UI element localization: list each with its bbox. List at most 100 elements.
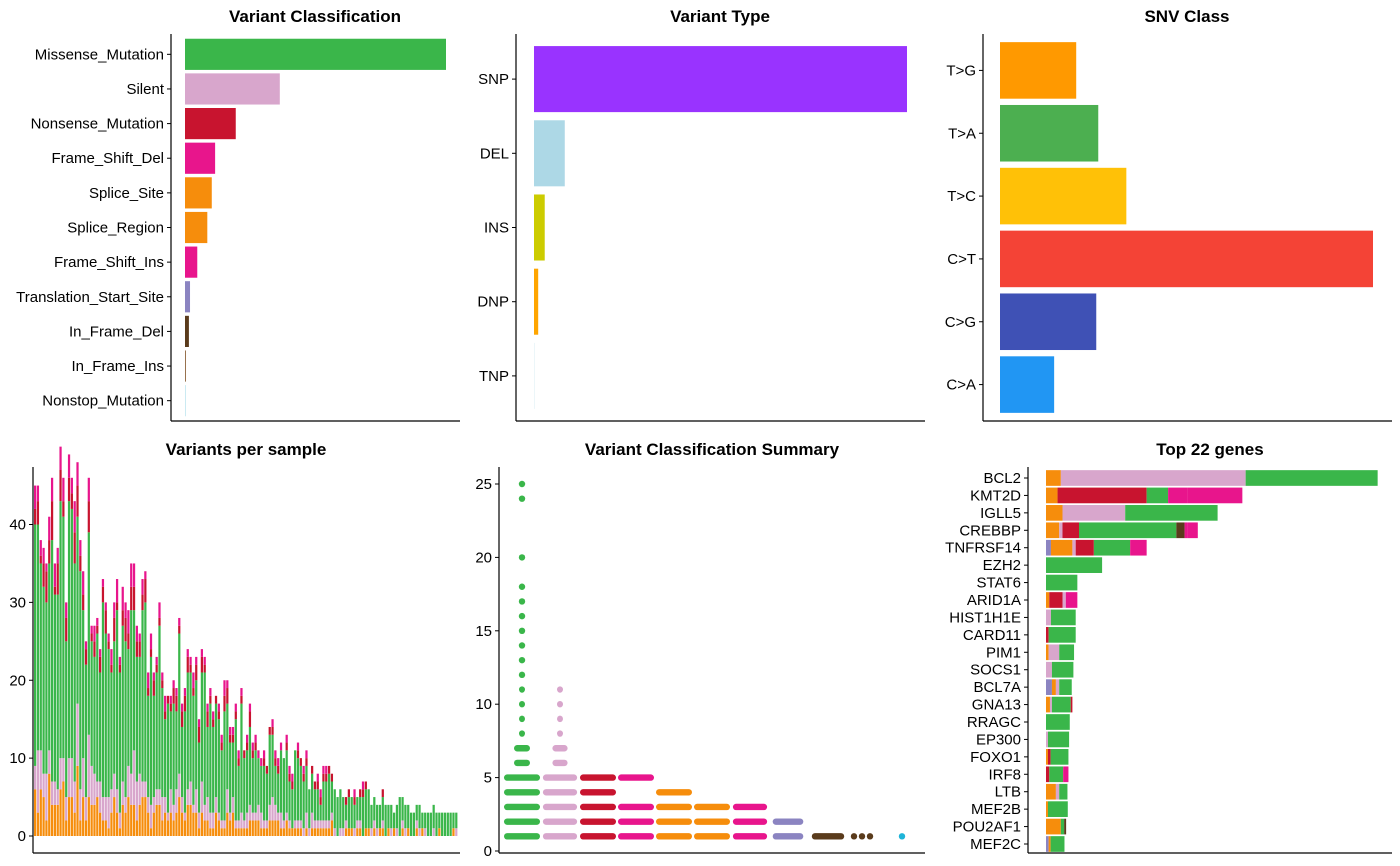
sample-bar-segment	[234, 828, 237, 836]
y-tick-label: 30	[9, 594, 26, 611]
sample-bar-segment	[424, 812, 427, 829]
sample-bar-segment	[418, 804, 421, 829]
category-label-in-frame-del: In_Frame_Del	[69, 323, 164, 340]
sample-bar-segment	[231, 726, 235, 735]
gene-bar-crebbp-frame-shift-ins	[1187, 522, 1198, 539]
sample-bar-segment	[415, 828, 418, 836]
sample-bar-segment	[166, 820, 170, 836]
gene-bar-socs1-silent	[1046, 661, 1052, 678]
sample-bar-segment	[212, 812, 215, 829]
bar-nonstop-mutation	[185, 385, 186, 417]
sample-bar-segment	[65, 797, 68, 821]
gene-label-mef2c: MEF2C	[970, 836, 1021, 853]
sample-bar-segment	[183, 695, 187, 712]
sample-bar-segment	[206, 797, 209, 821]
gene-bar-mef2c-missense-mutation	[1050, 836, 1065, 852]
sample-bar-segment	[93, 625, 96, 642]
sample-bar-segment	[265, 765, 269, 774]
sample-bar-segment	[333, 789, 336, 829]
bar-splice-site	[185, 177, 212, 209]
sample-bar-segment	[79, 540, 82, 556]
sample-bar-segment	[274, 750, 277, 759]
sample-bar-segment	[50, 501, 54, 541]
sample-bar-segment	[344, 797, 348, 805]
bar-in-frame-del	[185, 315, 189, 347]
sample-bar-segment	[288, 828, 291, 836]
sample-bar-segment	[268, 734, 271, 805]
sample-bar-segment	[42, 773, 45, 798]
sample-bar-segment	[56, 563, 59, 595]
y-tick-label: 0	[18, 828, 26, 845]
variant-type-panel: Variant Type SNP DEL INS DNP TNP	[477, 7, 925, 422]
dot-strip-in-frame-del	[811, 833, 845, 840]
sample-bar-segment	[169, 789, 172, 813]
sample-bar-segment	[155, 664, 158, 673]
sample-bar-segment	[90, 641, 93, 766]
gene-bar-bcl2-splice-site	[1046, 470, 1061, 486]
category-label-c-g: C>G	[945, 314, 976, 331]
chart-title: Variant Type	[670, 7, 770, 26]
sample-bar-segment	[246, 750, 249, 813]
sample-bar-segment	[359, 820, 362, 829]
sample-bar-segment	[206, 820, 209, 836]
sample-bar-segment	[36, 812, 40, 836]
sample-bar-segment	[76, 765, 79, 836]
sample-bar-segment	[189, 804, 192, 836]
sample-bar-segment	[296, 750, 300, 759]
sample-bar-segment	[322, 765, 325, 774]
sample-bar-segment	[381, 797, 384, 821]
sample-bar-segment	[132, 804, 136, 836]
dot-strip-missense-mutation	[504, 789, 540, 796]
sample-bar-segment	[294, 820, 297, 829]
category-label-snp: SNP	[478, 71, 509, 88]
sample-bar-segment	[121, 625, 124, 782]
sample-bar-segment	[195, 656, 198, 665]
sample-bar-segment	[330, 773, 334, 782]
sample-bar-segment	[220, 734, 223, 743]
sample-bar-segment	[178, 617, 181, 626]
sample-bar-segment	[257, 820, 260, 836]
sample-bar-segment	[42, 547, 45, 564]
sample-bar-segment	[42, 586, 45, 774]
sample-bar-segment	[186, 656, 189, 673]
sample-bar-segment	[155, 804, 158, 836]
sample-bar-segment	[421, 812, 424, 829]
sample-bar-segment	[395, 828, 399, 836]
dot-strip-splice-region	[694, 833, 730, 840]
sample-bar-segment	[407, 828, 410, 836]
bar-missense-mutation	[185, 38, 446, 70]
sample-bar-segment	[130, 586, 133, 611]
sample-bar-segment	[107, 633, 110, 642]
sample-bar-segment	[302, 781, 305, 829]
sample-bar-segment	[84, 820, 88, 836]
category-label-translation-start-site: Translation_Start_Site	[16, 289, 164, 306]
dot-strip-missense-mutation	[504, 803, 540, 811]
sample-bar-segment	[152, 680, 155, 696]
bar-c-g	[1000, 293, 1097, 351]
dot-strip-splice-region	[694, 803, 730, 811]
sample-bar-segment	[127, 610, 130, 634]
sample-bar-segment	[291, 781, 294, 790]
sample-bar-segment	[141, 579, 144, 595]
dot-strip-nonsense-mutation	[580, 833, 616, 840]
sample-bar-segment	[378, 804, 382, 829]
sample-bar-segment	[82, 571, 85, 595]
gene-bar-crebbp-silent	[1059, 522, 1063, 539]
sample-bar-segment	[48, 563, 51, 751]
sample-bar-segment	[223, 820, 226, 829]
sample-bar-segment	[172, 820, 175, 836]
sample-bar-segment	[96, 797, 99, 836]
sample-bar-segment	[387, 828, 390, 836]
sample-bar-segment	[118, 664, 122, 673]
sample-bar-segment	[45, 571, 48, 603]
sample-bar-segment	[200, 656, 203, 673]
sample-bar-segment	[364, 789, 367, 829]
gene-bar-bcl2-silent	[1060, 470, 1246, 486]
sample-bar-segment	[161, 797, 164, 821]
top-genes-panel: Top 22 genes BCL2KMT2DIGLL5CREBBPTNFRSF14…	[945, 440, 1392, 854]
sample-bar-segment	[34, 524, 37, 766]
sample-bar-segment	[344, 820, 348, 829]
sample-bar-segment	[124, 797, 127, 813]
sample-bar-segment	[149, 656, 153, 805]
sample-bar-segment	[229, 812, 232, 821]
